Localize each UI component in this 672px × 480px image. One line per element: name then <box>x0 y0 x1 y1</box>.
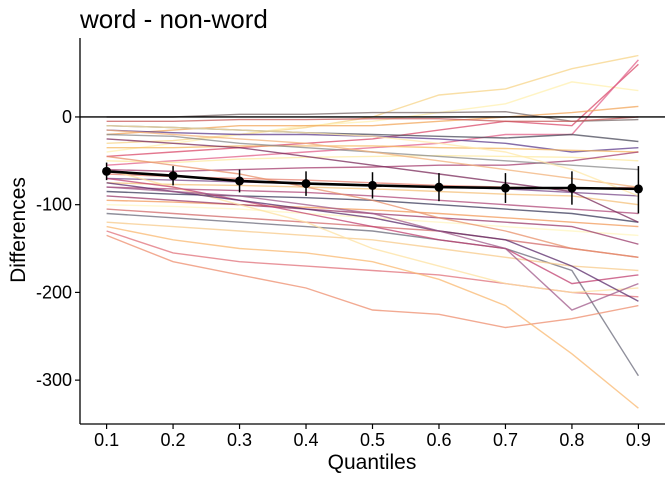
mean-point-4 <box>301 179 311 189</box>
participant-line-23 <box>106 212 639 377</box>
x-tick-label-2: 0.2 <box>161 430 186 450</box>
x-axis-label: Quantiles <box>328 451 417 474</box>
mean-point-5 <box>368 180 377 190</box>
participant-line-29 <box>106 177 639 285</box>
participant-line-35 <box>106 125 639 197</box>
y-tick-label-3: -200 <box>36 282 72 302</box>
x-tick-label-8: 0.8 <box>559 430 584 450</box>
y-axis-label: Differences <box>7 177 30 283</box>
mean-point-2 <box>168 171 178 181</box>
participant-line-3 <box>106 63 639 158</box>
participant-line-27 <box>106 225 639 409</box>
participant-line-12 <box>106 151 639 173</box>
participant-line-6 <box>106 110 639 123</box>
x-tick-label-9: 0.9 <box>626 430 651 450</box>
participant-line-22 <box>106 208 639 258</box>
x-tick-label-5: 0.5 <box>360 430 385 450</box>
x-ticks: 0.1 0.2 0.3 0.4 0.5 0.6 0.7 0.8 0.9 <box>94 424 651 450</box>
participant-line-7 <box>106 116 639 123</box>
x-tick-label-1: 0.1 <box>94 430 119 450</box>
x-tick-label-7: 0.7 <box>493 430 518 450</box>
participant-line-11 <box>106 154 639 164</box>
x-tick-label-4: 0.4 <box>294 430 319 450</box>
mean-point-8 <box>567 183 577 193</box>
y-tick-label-4: -300 <box>36 370 72 390</box>
participant-lines <box>106 54 639 409</box>
mean-point-9 <box>633 184 643 194</box>
participant-line-32 <box>106 186 639 311</box>
y-tick-label-2: -100 <box>36 195 72 215</box>
mean-point-6 <box>434 182 444 192</box>
y-ticks: 0 -100 -200 -300 <box>36 107 80 390</box>
mean-point-1 <box>102 166 112 176</box>
mean-point-7 <box>500 183 510 193</box>
mean-point-3 <box>235 176 245 186</box>
participant-line-26 <box>106 234 639 329</box>
x-tick-label-3: 0.3 <box>227 430 252 450</box>
participant-line-33 <box>106 129 639 188</box>
participant-line-30 <box>106 182 639 302</box>
participant-line-2 <box>106 81 639 153</box>
x-tick-label-6: 0.6 <box>426 430 451 450</box>
participant-line-31 <box>106 155 639 258</box>
participant-line-10 <box>106 145 639 153</box>
participant-line-1 <box>106 54 639 144</box>
participant-line-24 <box>106 221 639 272</box>
y-tick-label-1: 0 <box>62 107 72 127</box>
participant-line-4 <box>106 59 639 166</box>
chart-title: word - non-word <box>79 4 268 34</box>
participant-line-19 <box>106 199 639 228</box>
mean-series <box>102 162 643 214</box>
